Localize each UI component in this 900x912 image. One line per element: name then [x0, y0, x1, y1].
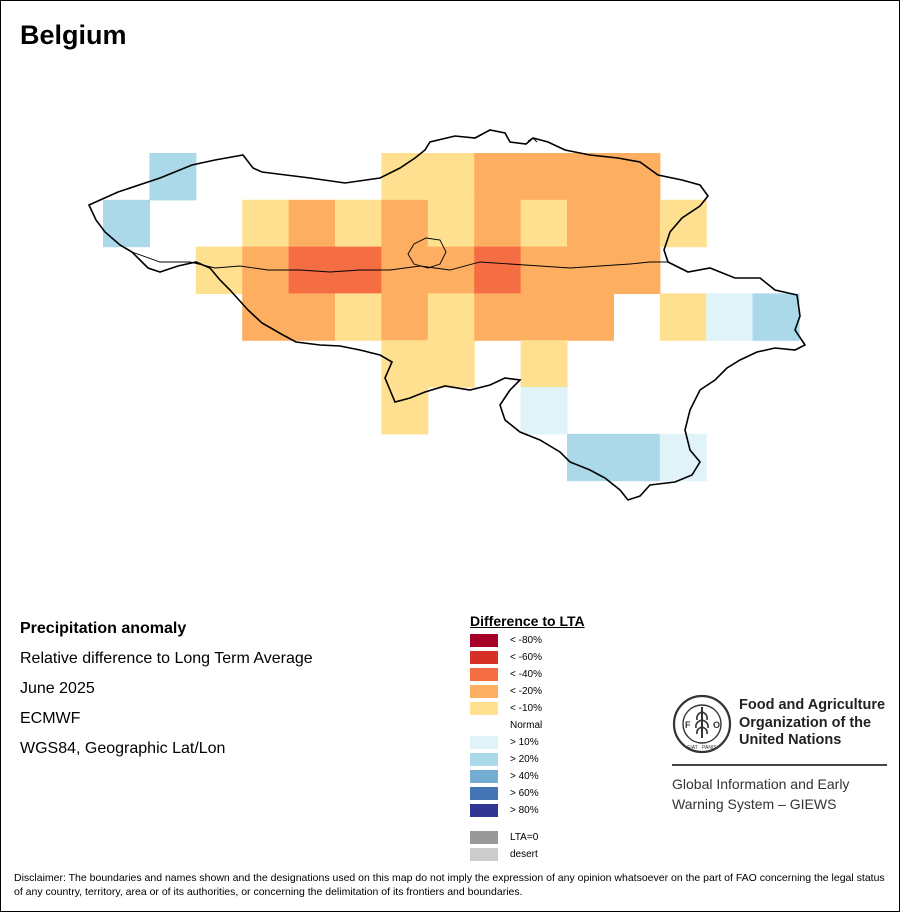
legend-label: > 20%: [510, 754, 539, 765]
anomaly-cell: [752, 293, 800, 341]
legend-swatch: [470, 719, 498, 732]
legend-label: LTA=0: [510, 832, 539, 843]
source-label: ECMWF: [20, 710, 81, 727]
anomaly-cell: [567, 433, 614, 482]
legend-label: Normal: [510, 720, 543, 731]
precipitation-map: [87, 129, 807, 501]
map-title: Belgium: [20, 20, 127, 50]
legend-swatch: [470, 787, 498, 800]
anomaly-cell: [567, 153, 614, 201]
anomaly-cell: [149, 153, 197, 201]
legend-label: > 10%: [510, 737, 539, 748]
svg-text:O: O: [713, 720, 720, 730]
fao-name-line: Food and Agriculture: [739, 697, 886, 713]
anomaly-cell: [659, 433, 707, 482]
anomaly-cell: [567, 246, 614, 294]
fao-divider: [672, 764, 887, 766]
belgium-border: [87, 129, 807, 501]
anomaly-cell: [659, 293, 707, 341]
anomaly-cell: [103, 199, 150, 248]
anomaly-cell: [474, 153, 522, 201]
anomaly-cell: [335, 199, 382, 248]
anomaly-cell: [381, 340, 429, 388]
legend-label: < -60%: [510, 652, 542, 663]
measure-label: Relative difference to Long Term Average: [20, 650, 313, 667]
anomaly-cell: [335, 293, 382, 341]
anomaly-cell: [427, 293, 475, 341]
period-label: June 2025: [20, 680, 95, 697]
anomaly-cell: [381, 293, 429, 341]
anomaly-cell: [613, 433, 661, 482]
anomaly-cell: [427, 153, 475, 201]
svg-text:F: F: [685, 720, 691, 730]
anomaly-cell: [520, 340, 568, 388]
anomaly-cell: [474, 246, 522, 294]
legend-title: Difference to LTA: [470, 613, 585, 629]
anomaly-cell: [288, 293, 336, 341]
legend-label: < -10%: [510, 703, 542, 714]
legend-label: desert: [510, 849, 538, 860]
anomaly-cell: [520, 387, 568, 435]
anomaly-cell: [427, 199, 475, 248]
anomaly-cell: [567, 199, 614, 248]
legend-swatch: [470, 634, 498, 647]
legend-swatch: [470, 736, 498, 749]
legend-swatch: [470, 848, 498, 861]
legend-swatch: [470, 770, 498, 783]
language-border: [131, 251, 668, 273]
legend-label: < -80%: [510, 635, 542, 646]
fao-name-line: Organization of the: [739, 714, 872, 731]
legend-label: < -20%: [510, 686, 542, 697]
anomaly-cell: [474, 293, 522, 341]
anomaly-cell: [613, 153, 661, 201]
anomaly-cell: [567, 293, 614, 341]
brussels-border: [407, 237, 447, 269]
anomaly-cell: [288, 199, 336, 248]
anomaly-cell: [381, 153, 429, 201]
variable-label: Precipitation anomaly: [20, 620, 187, 637]
legend-swatch: [470, 753, 498, 766]
projection-label: WGS84, Geographic Lat/Lon: [20, 740, 226, 757]
anomaly-cell: [427, 340, 475, 388]
anomaly-cell: [706, 293, 754, 341]
fao-name: Food and Agriculture Organization of the…: [739, 697, 885, 750]
legend-label: < -40%: [510, 669, 542, 680]
legend-swatch: [470, 685, 498, 698]
svg-text:FIAT · PANIS: FIAT · PANIS: [687, 745, 717, 751]
legend-label: > 80%: [510, 805, 539, 816]
anomaly-cell: [381, 387, 429, 435]
anomaly-cell: [613, 246, 661, 294]
legend-label: > 60%: [510, 788, 539, 799]
legend-swatch: [470, 702, 498, 715]
wadden-islet: [527, 137, 538, 143]
anomaly-cell: [427, 246, 475, 294]
giews-line: Warning System – GIEWS: [672, 795, 837, 812]
legend-swatch: [470, 668, 498, 681]
anomaly-grid: [103, 153, 800, 482]
giews-name: Global Information and Early Warning Sys…: [672, 775, 849, 814]
anomaly-cell: [474, 199, 522, 248]
anomaly-cell: [520, 293, 568, 341]
legend-label: > 40%: [510, 771, 539, 782]
anomaly-cell: [242, 199, 290, 248]
disclaimer: Disclaimer: The boundaries and names sho…: [14, 872, 885, 898]
legend-swatch: [470, 651, 498, 664]
legend-swatch: [470, 831, 498, 844]
anomaly-cell: [520, 199, 568, 248]
anomaly-cell: [520, 246, 568, 294]
anomaly-cell: [242, 293, 290, 341]
anomaly-cell: [381, 199, 429, 248]
legend-swatch: [470, 804, 498, 817]
fao-logo-icon: F O FIAT · PANIS: [672, 694, 732, 754]
anomaly-cell: [195, 246, 243, 294]
anomaly-cell: [613, 199, 661, 248]
giews-line: Global Information and Early: [672, 776, 850, 792]
fao-name-line: United Nations: [739, 732, 842, 748]
anomaly-cell: [520, 153, 568, 201]
